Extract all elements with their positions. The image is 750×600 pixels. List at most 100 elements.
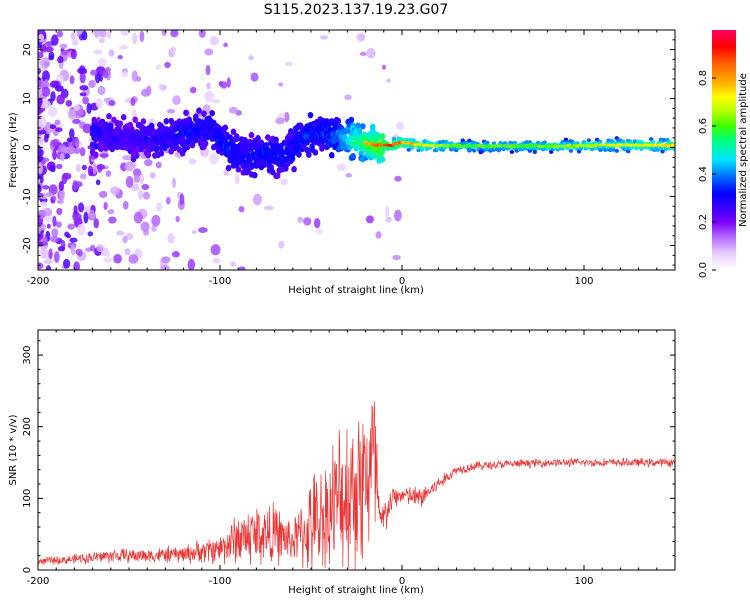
spectrogram-cell — [192, 113, 199, 120]
spectrogram-cell — [163, 118, 170, 125]
spectrogram-cell — [44, 46, 54, 53]
spectrogram-cell — [392, 254, 401, 261]
spectrogram-cell — [38, 108, 44, 114]
spectrogram-cell — [89, 244, 96, 252]
spectrogram-cell — [69, 237, 78, 243]
spectrogram-cell — [102, 69, 109, 79]
spectrogram-cell — [172, 177, 177, 189]
spectrogram-cell — [96, 244, 104, 253]
spectrogram-cell — [42, 236, 48, 246]
spectrogram-cell — [440, 139, 446, 144]
spectrogram-cell — [265, 134, 271, 141]
spectrogram-cell — [56, 30, 64, 38]
spectrogram-cell — [73, 205, 78, 213]
spectrogram-cell — [81, 164, 87, 171]
spectrogram-cell — [64, 231, 70, 238]
chart-title: S115.2023.137.19.23.G07 — [264, 2, 449, 18]
spectrogram-cell — [45, 192, 54, 197]
spectrogram-cell — [53, 251, 60, 263]
spectrogram-cell — [65, 99, 73, 107]
spectrogram-cell — [350, 152, 356, 160]
spectrogram-cell — [149, 172, 156, 179]
snr-ticks: -200 -100 0 100 0 100 200 300 — [22, 330, 676, 587]
spectrogram-cell — [43, 100, 51, 109]
spectrogram-cell — [82, 96, 90, 105]
spectrogram-cell — [394, 175, 402, 182]
spectrogram-cell — [132, 32, 138, 45]
y-tick-label: -20 — [22, 237, 33, 253]
spectrogram-cell — [77, 251, 83, 257]
spectrogram-cell — [116, 230, 125, 236]
spectrogram-cell — [43, 259, 53, 264]
spectrogram-cell — [73, 261, 80, 270]
spectrogram-cell — [168, 117, 175, 125]
spectrogram-cell — [229, 106, 238, 114]
spectrogram-cell — [38, 249, 42, 255]
spectrogram-cell — [110, 186, 120, 195]
spectrogram-cell — [49, 124, 57, 130]
spectrogram-cell — [95, 30, 100, 38]
spectrogram-cell — [167, 233, 175, 244]
spectrogram-cell — [268, 164, 274, 171]
spectrogram-cell — [230, 128, 237, 135]
spectrogram-cell — [42, 184, 50, 190]
spectrogram-cell — [38, 129, 47, 135]
spectrogram-cell — [235, 166, 242, 173]
spectrogram-cell — [130, 97, 136, 107]
spectrogram-cell — [233, 135, 240, 142]
spectrogram-cell — [144, 159, 153, 167]
spectrogram-cell — [140, 221, 150, 232]
spectrogram-cell — [345, 173, 353, 178]
spectrogram-cell — [164, 61, 171, 69]
spectrogram-cell — [206, 82, 211, 90]
spectrogram-cell — [99, 30, 107, 38]
spectrogram-cell — [336, 163, 347, 171]
spectrogram-cell — [72, 118, 81, 125]
spectrogram-cell — [208, 152, 219, 165]
spectrogram-cell — [38, 116, 47, 129]
spectrogram-cell — [342, 133, 348, 141]
spectrogram-cell — [209, 110, 215, 117]
spectrogram-cell — [381, 64, 387, 70]
y-tick-label: 100 — [22, 489, 33, 508]
spectrogram-cell — [165, 196, 171, 205]
colorbar-gradient — [712, 30, 736, 270]
spectrogram-cell — [38, 209, 46, 219]
spectrogram-cell — [74, 136, 80, 149]
spectrogram-cell — [467, 138, 472, 143]
spectrogram-cell — [93, 218, 100, 229]
spectrogram-cell — [385, 216, 392, 223]
spectrogram-cell — [379, 156, 386, 163]
spectrogram-cell — [52, 195, 57, 201]
spectrogram-cell — [524, 140, 529, 145]
colorbar-label: Normalized spectral amplitude — [738, 73, 749, 227]
spectrogram-cell — [170, 30, 179, 38]
spectrogram-cell — [56, 207, 63, 216]
spectrogram-cell — [204, 90, 215, 103]
spectrogram-cell — [48, 106, 58, 118]
spectrogram-cell — [204, 48, 214, 56]
spectrogram-cell — [43, 134, 49, 143]
spectrogram-cell — [56, 199, 64, 204]
spectrogram-cell — [309, 143, 315, 150]
spectrogram-cell — [42, 70, 50, 82]
spectrogram-cell — [205, 64, 211, 76]
spectrogram-cell — [230, 261, 236, 267]
spectrogram-cell — [59, 43, 68, 49]
spectrogram-cell — [313, 218, 321, 229]
spectrogram-cell — [106, 30, 112, 40]
spectrogram-cell — [291, 165, 297, 173]
snr-panel: -200 -100 0 100 0 100 200 300 Height of straigh… — [8, 329, 676, 596]
spectrogram-cell — [66, 137, 73, 143]
spectrogram-cell — [136, 76, 142, 82]
spectrogram-cell — [212, 257, 220, 264]
spectrogram-cell — [155, 202, 163, 212]
y-tick-label: 300 — [22, 346, 33, 365]
spectrogram-cell — [122, 155, 132, 161]
spectrogram-cell — [472, 148, 477, 153]
spectrogram-cell — [287, 128, 294, 135]
spectrogram-cell — [38, 43, 43, 49]
spectrogram-cell — [55, 163, 63, 170]
spectrogram-cell — [61, 173, 68, 185]
spectrogram-cell — [238, 266, 246, 270]
